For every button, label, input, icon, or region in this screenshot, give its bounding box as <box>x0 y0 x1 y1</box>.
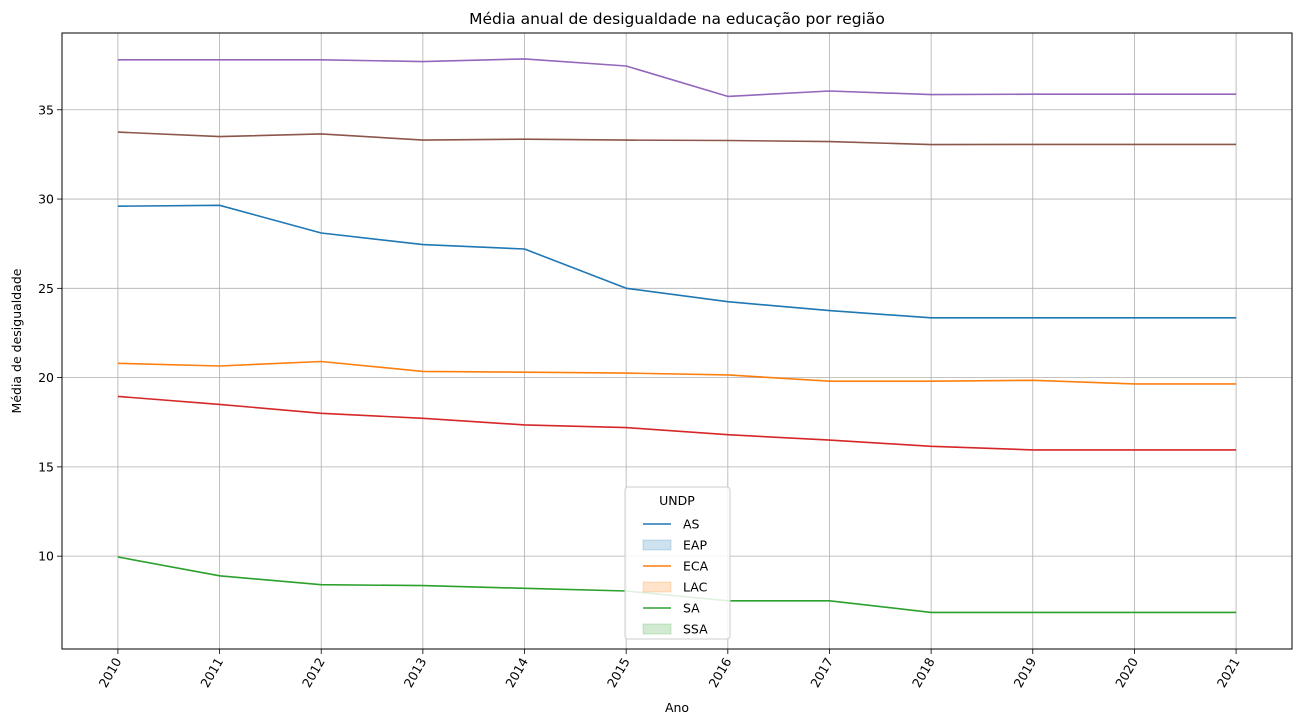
x-tick-label: 2018 <box>909 655 938 690</box>
legend-patch-swatch <box>642 581 672 593</box>
x-tick-label: 2020 <box>1112 655 1141 690</box>
x-tick-label: 2013 <box>401 655 430 690</box>
y-tick-label: 10 <box>38 549 54 564</box>
legend-title: UNDP <box>659 493 695 508</box>
legend-item-as: AS <box>643 517 700 532</box>
x-tick-label: 2014 <box>502 655 531 690</box>
legend-entries: AS EAP ECA LAC SA SSA <box>642 517 709 637</box>
x-tick-label: 2019 <box>1010 655 1039 690</box>
legend: UNDP AS EAP ECA LAC SA SSA <box>624 486 731 640</box>
y-axis-label: Média de desigualdade <box>9 268 24 413</box>
y-tick-label: 30 <box>38 192 54 207</box>
x-tick-label: 2016 <box>706 655 735 690</box>
y-tick-label: 20 <box>38 370 54 385</box>
legend-item-sa: SA <box>643 601 700 616</box>
series-line-0 <box>117 58 1237 98</box>
y-axis: 10 15 20 25 30 35 <box>38 102 62 564</box>
legend-label: LAC <box>683 580 708 595</box>
legend-item-lac: LAC <box>642 580 708 595</box>
x-axis-label: Ano <box>665 700 689 715</box>
legend-item-eap: EAP <box>642 538 707 553</box>
legend-patch-swatch <box>642 623 672 635</box>
x-tick-label: 2021 <box>1214 655 1243 690</box>
series-line-as <box>117 204 1237 319</box>
legend-item-ssa: SSA <box>642 622 708 637</box>
x-tick-label: 2010 <box>96 655 125 690</box>
legend-label: SA <box>683 601 700 616</box>
x-tick-label: 2017 <box>807 655 836 690</box>
legend-box <box>624 486 731 640</box>
series-line-1 <box>117 131 1237 146</box>
x-axis: 2010 2011 2012 2013 2014 2015 2016 2017 2018 2019… <box>96 649 1243 690</box>
x-tick-label: 2012 <box>299 655 328 690</box>
series-line-eca <box>117 360 1237 385</box>
plot-area-frame <box>61 32 1293 650</box>
legend-label: SSA <box>683 622 708 637</box>
legend-label: ECA <box>683 559 709 574</box>
x-tick-label: 2011 <box>197 655 226 690</box>
x-tick-label: 2015 <box>604 655 633 690</box>
legend-item-eca: ECA <box>643 559 709 574</box>
legend-label: EAP <box>683 538 707 553</box>
y-tick-label: 25 <box>38 281 54 296</box>
y-tick-label: 15 <box>38 459 54 474</box>
y-tick-label: 35 <box>38 102 54 117</box>
legend-label: AS <box>683 517 700 532</box>
legend-patch-swatch <box>642 539 672 551</box>
series-line-4 <box>117 395 1237 451</box>
chart-title: Média anual de desigualdade na educação … <box>469 10 885 28</box>
